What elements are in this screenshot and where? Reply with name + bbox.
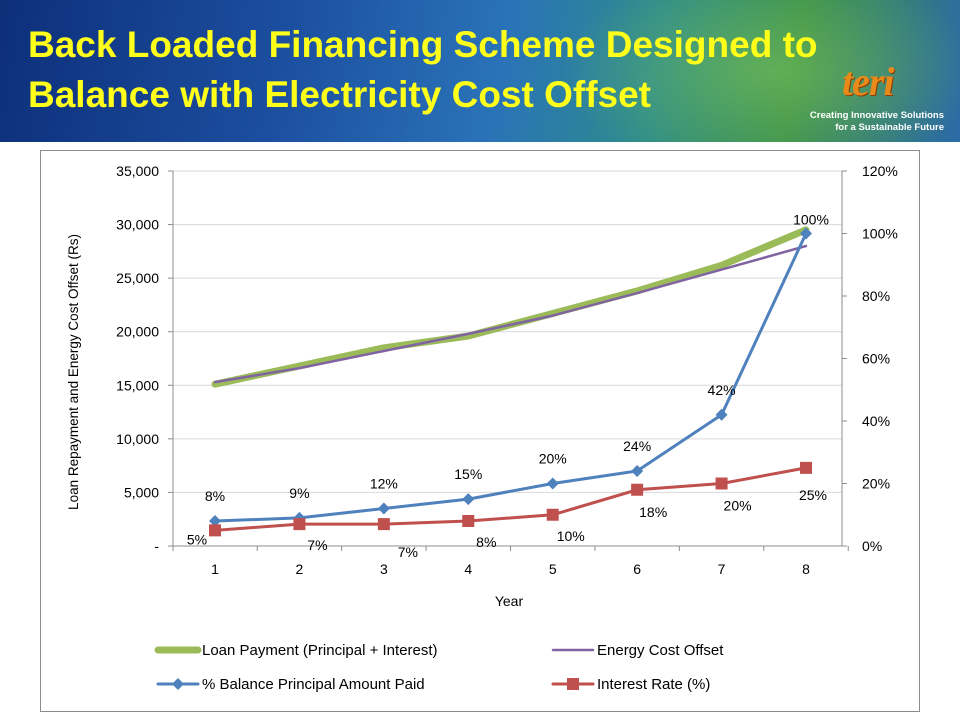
left-axis-ticks: - 5,000 10,000 15,000 20,000 25,000 30,000 35,0… bbox=[116, 163, 173, 554]
title-banner: Back Loaded Financing Scheme Designed to… bbox=[0, 0, 960, 142]
data-label: 10% bbox=[557, 528, 585, 544]
diamond-marker bbox=[546, 477, 559, 490]
teri-logo: teri Creating Innovative Solutions for a… bbox=[810, 58, 944, 138]
line-chart: - 5,000 10,000 15,000 20,000 25,000 30,000 35,0… bbox=[66, 163, 898, 693]
right-tick-label: 80% bbox=[862, 288, 890, 304]
x-tick-label: 5 bbox=[549, 561, 557, 577]
data-label: 20% bbox=[724, 498, 752, 514]
logo-tagline-line2: for a Sustainable Future bbox=[835, 122, 944, 133]
square-marker bbox=[800, 461, 812, 474]
square-marker bbox=[462, 515, 475, 527]
square-marker bbox=[631, 483, 644, 496]
data-labels: 8% 9% 12% 15% 20% 24% 42% 100% 5% 7% 7% 8% 10% 18% 20%… bbox=[187, 212, 829, 561]
diamond-marker bbox=[377, 502, 390, 515]
data-label: 18% bbox=[639, 504, 667, 520]
square-marker bbox=[377, 518, 390, 531]
data-label: 15% bbox=[454, 466, 482, 482]
x-tick-label: 1 bbox=[211, 561, 219, 577]
legend-diamond-marker bbox=[172, 678, 184, 690]
logo-wordmark: teri bbox=[842, 59, 895, 104]
data-label: 7% bbox=[398, 544, 418, 560]
diamond-marker bbox=[209, 515, 221, 527]
x-tick-label: 2 bbox=[296, 561, 304, 577]
axes bbox=[172, 171, 843, 547]
diamond-marker bbox=[715, 408, 728, 421]
data-label: 24% bbox=[623, 438, 651, 454]
diamond-marker bbox=[800, 227, 812, 240]
diamond-marker bbox=[462, 493, 475, 506]
logo-tagline-line1: Creating Innovative Solutions bbox=[809, 110, 944, 121]
data-label: 42% bbox=[708, 382, 736, 398]
data-label: 20% bbox=[539, 451, 567, 467]
banner-glow bbox=[560, 0, 960, 142]
series-line-1 bbox=[211, 226, 810, 388]
x-tick-label: 8 bbox=[802, 561, 810, 577]
diamond-marker bbox=[631, 465, 644, 477]
series-line-4 bbox=[213, 466, 808, 532]
data-label: 100% bbox=[793, 212, 829, 228]
x-tick-label: 7 bbox=[718, 561, 726, 577]
x-axis-label: Year bbox=[495, 593, 524, 609]
square-marker bbox=[546, 508, 559, 521]
gridlines bbox=[173, 170, 842, 547]
y-axis-label: Loan Repayment and Energy Cost Offset (R… bbox=[66, 234, 81, 510]
series-line-3 bbox=[213, 232, 808, 523]
data-label: 7% bbox=[307, 537, 327, 553]
left-tick-label: 20,000 bbox=[116, 324, 159, 340]
data-label: 5% bbox=[187, 531, 207, 547]
square-marker bbox=[293, 518, 306, 531]
left-tick-label: 15,000 bbox=[116, 377, 159, 393]
right-tick-label: 20% bbox=[862, 476, 890, 492]
x-tick-label: 3 bbox=[380, 561, 388, 577]
data-label: 9% bbox=[289, 485, 309, 501]
logo-tagline: Creating Innovative Solutions for a Sust… bbox=[808, 110, 944, 134]
slide-title: Back Loaded Financing Scheme Designed to… bbox=[28, 24, 818, 115]
right-tick-label: 0% bbox=[862, 538, 882, 554]
legend: Loan Payment (Principal + Interest) Energ… bbox=[154, 642, 724, 693]
left-tick-label: 5,000 bbox=[124, 484, 159, 500]
data-label: 12% bbox=[370, 476, 398, 492]
legend-label-2: Energy Cost Offset bbox=[597, 642, 724, 659]
right-tick-label: 120% bbox=[862, 163, 898, 179]
data-label: 8% bbox=[476, 534, 496, 550]
x-tick-label: 6 bbox=[633, 561, 641, 577]
legend-label-1: Loan Payment (Principal + Interest) bbox=[202, 642, 438, 659]
x-tick-label: 4 bbox=[464, 561, 472, 577]
left-tick-label: 25,000 bbox=[116, 270, 159, 286]
data-label: 8% bbox=[205, 488, 225, 504]
left-tick-label: 30,000 bbox=[116, 217, 159, 233]
right-axis-ticks: 0% 20% 40% 60% 80% 100% 120% bbox=[842, 163, 898, 554]
left-tick-label: 10,000 bbox=[116, 431, 159, 447]
left-tick-label: - bbox=[154, 538, 159, 554]
right-tick-label: 60% bbox=[862, 351, 890, 367]
legend-label-4: Interest Rate (%) bbox=[597, 676, 710, 693]
x-axis-ticks: 1 2 3 4 5 6 7 8 bbox=[172, 546, 849, 577]
legend-label-3: % Balance Principal Amount Paid bbox=[202, 676, 425, 693]
square-marker bbox=[715, 477, 728, 490]
series-line-2 bbox=[213, 244, 808, 384]
data-series bbox=[209, 226, 812, 537]
right-tick-label: 40% bbox=[862, 413, 890, 429]
legend-square-marker bbox=[567, 678, 579, 690]
left-tick-label: 35,000 bbox=[116, 163, 159, 179]
square-marker bbox=[209, 524, 221, 537]
data-label: 25% bbox=[799, 487, 827, 503]
right-tick-label: 100% bbox=[862, 226, 898, 242]
